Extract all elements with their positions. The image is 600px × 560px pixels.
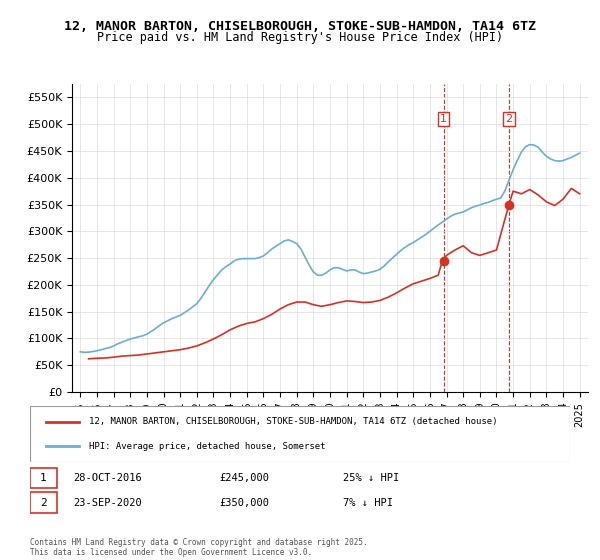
FancyBboxPatch shape [30, 406, 570, 462]
Text: 12, MANOR BARTON, CHISELBOROUGH, STOKE-SUB-HAMDON, TA14 6TZ: 12, MANOR BARTON, CHISELBOROUGH, STOKE-S… [64, 20, 536, 32]
Text: Price paid vs. HM Land Registry's House Price Index (HPI): Price paid vs. HM Land Registry's House … [97, 31, 503, 44]
Text: 7% ↓ HPI: 7% ↓ HPI [343, 498, 393, 508]
Text: £350,000: £350,000 [219, 498, 269, 508]
Text: HPI: Average price, detached house, Somerset: HPI: Average price, detached house, Some… [89, 442, 326, 451]
Text: Contains HM Land Registry data © Crown copyright and database right 2025.
This d: Contains HM Land Registry data © Crown c… [30, 538, 368, 557]
FancyBboxPatch shape [30, 492, 57, 513]
Text: 1: 1 [440, 114, 447, 124]
Text: 2: 2 [40, 498, 47, 508]
Text: 25% ↓ HPI: 25% ↓ HPI [343, 473, 400, 483]
Text: 12, MANOR BARTON, CHISELBOROUGH, STOKE-SUB-HAMDON, TA14 6TZ (detached house): 12, MANOR BARTON, CHISELBOROUGH, STOKE-S… [89, 417, 498, 426]
Text: £245,000: £245,000 [219, 473, 269, 483]
Text: 1: 1 [40, 473, 47, 483]
Text: 28-OCT-2016: 28-OCT-2016 [73, 473, 142, 483]
Text: 2: 2 [505, 114, 512, 124]
FancyBboxPatch shape [30, 468, 57, 488]
Text: 23-SEP-2020: 23-SEP-2020 [73, 498, 142, 508]
